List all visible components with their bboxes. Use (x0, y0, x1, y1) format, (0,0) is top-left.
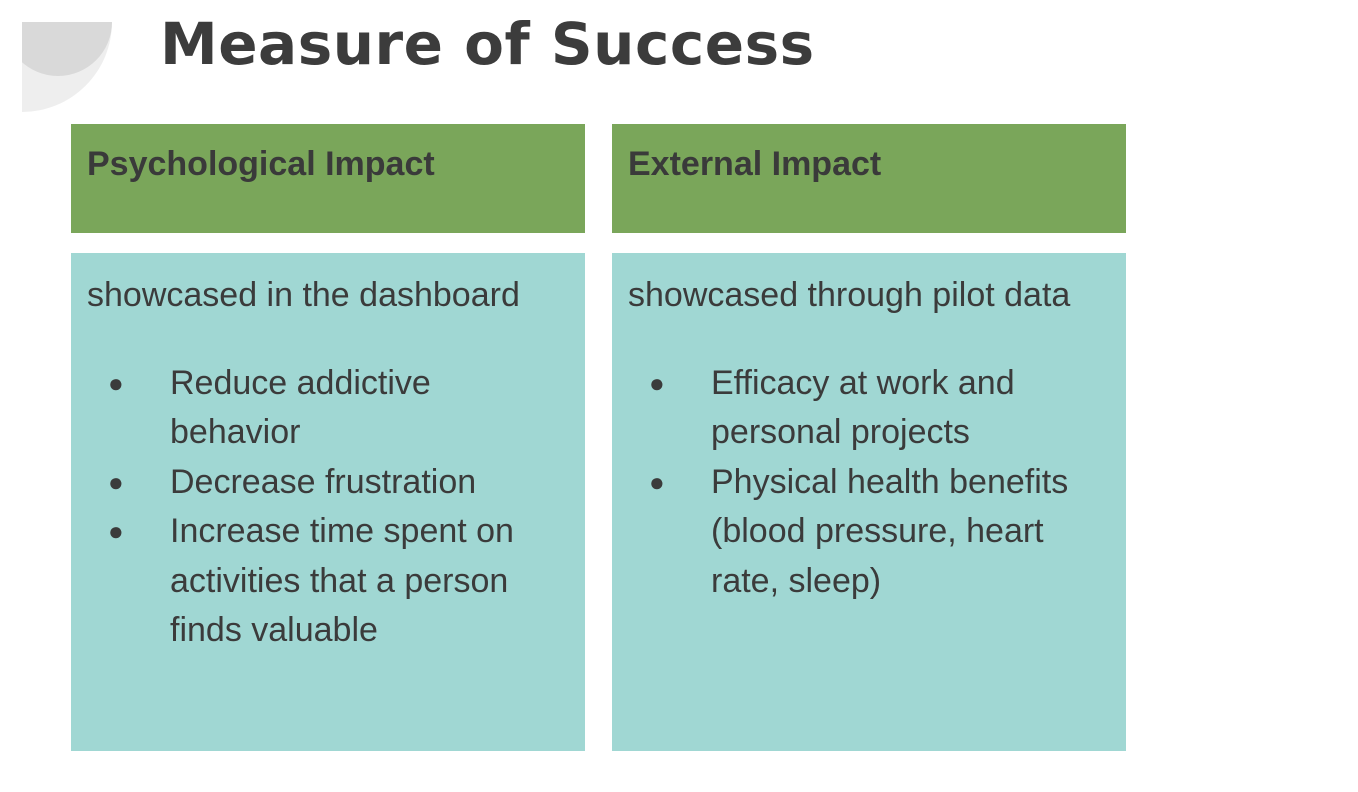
list-item: ● Physical health benefits (blood pressur… (628, 458, 1110, 607)
list-item: ● Decrease frustration (87, 458, 569, 508)
bullet-dot-icon: ● (108, 516, 124, 546)
bullet-dot-icon: ● (108, 466, 124, 497)
psychological-impact-header-label: Psychological Impact (87, 145, 435, 183)
list-item: ● Reduce addictive behavior (87, 359, 569, 458)
corner-decoration (22, 22, 112, 112)
external-impact-subtitle: showcased through pilot data (628, 276, 1071, 314)
list-item-text: Increase time spent on activities that a… (170, 512, 514, 649)
psychological-impact-subtitle: showcased in the dashboard (87, 276, 520, 314)
external-impact-header-label: External Impact (628, 145, 882, 183)
psychological-impact-list: ● Reduce addictive behavior ● Decrease fru… (87, 359, 569, 656)
page-title: Measure of Success (160, 10, 815, 78)
bullet-dot-icon: ● (108, 367, 124, 398)
list-item-text: Decrease frustration (170, 462, 477, 501)
list-item: ● Efficacy at work and personal projects (628, 359, 1110, 458)
bullet-dot-icon: ● (649, 466, 665, 497)
list-item-text: Physical health benefits (blood pressure… (711, 462, 1069, 600)
list-item-text: Reduce addictive behavior (170, 363, 431, 452)
external-impact-header: External Impact (612, 124, 1126, 233)
bullet-dot-icon: ● (649, 367, 665, 398)
list-item-text: Efficacy at work and personal projects (711, 363, 1015, 452)
psychological-impact-header: Psychological Impact (71, 124, 585, 233)
external-impact-body: showcased through pilot data ● Efficacy a… (612, 253, 1126, 751)
list-item: ● Increase time spent on activities that … (87, 507, 569, 656)
psychological-impact-body: showcased in the dashboard ● Reduce addic… (71, 253, 585, 751)
external-impact-list: ● Efficacy at work and personal projects … (628, 359, 1110, 607)
